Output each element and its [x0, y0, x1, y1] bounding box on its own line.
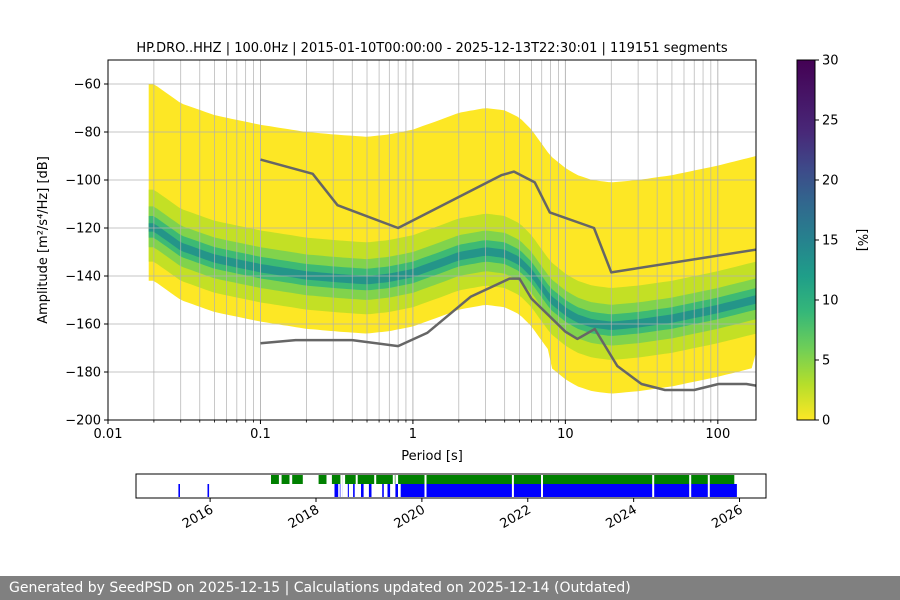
- timeline-gap: [392, 475, 395, 497]
- colorbar-tick-label: 10: [822, 294, 839, 309]
- timeline-green-span: [398, 475, 735, 484]
- timeline-green-span: [331, 475, 343, 484]
- timeline-green-span: [292, 475, 303, 484]
- timeline-gap: [707, 475, 710, 497]
- timeline-gap: [424, 475, 427, 497]
- timeline-gap: [689, 475, 692, 497]
- colorbar-label: [%]: [854, 229, 869, 252]
- timeline-axis: 2016 2018 2020 2022 2024 2026: [180, 498, 746, 532]
- plot-grid: [107, 60, 756, 421]
- colorbar-tick-label: 0: [822, 414, 830, 429]
- timeline-gap: [511, 475, 514, 497]
- timeline-tick-label: 2016: [180, 502, 216, 532]
- noise-models: [260, 158, 756, 392]
- colorbar-tick-label: 5: [822, 354, 830, 369]
- y-tick-label: −180: [65, 366, 101, 381]
- colorbar-ticks: 0 5 10 15 20 25 30: [815, 54, 839, 429]
- timeline-blue-span: [400, 484, 737, 497]
- timeline-gap: [374, 475, 377, 497]
- colorbar-gradient: [796, 59, 816, 421]
- plot-frame: [107, 59, 757, 421]
- psd-plot: 0.01 0.1 1 10 100 −200 −180 −160 −140 −120 −100 −80…: [65, 59, 757, 443]
- y-tick-label: −80: [74, 126, 101, 141]
- timeline-blue-span: [395, 484, 398, 497]
- timeline-green-span: [345, 475, 396, 484]
- timeline-gap: [541, 475, 543, 497]
- x-tick-label: 0.1: [250, 427, 271, 442]
- colorbar-tick-label: 25: [822, 114, 839, 129]
- footer-status: Generated by SeedPSD on 2025-12-15 | Cal…: [0, 576, 900, 600]
- timeline-blue-span: [207, 484, 210, 497]
- timeline-blue-span: [382, 484, 384, 497]
- y-tick-label: −160: [65, 318, 101, 333]
- timeline-blue-span: [347, 484, 349, 497]
- timeline-blue-span: [361, 484, 364, 497]
- colorbar-tick-label: 30: [822, 54, 839, 69]
- colorbar-tick-label: 20: [822, 174, 839, 189]
- y-tick-label: −100: [65, 174, 101, 189]
- timeline-bars: [178, 475, 737, 497]
- y-tick-label: −140: [65, 270, 101, 285]
- timeline-green-span: [281, 475, 290, 484]
- availability-timeline: 2016 2018 2020 2022 2024 2026: [135, 473, 767, 532]
- x-tick-label: 100: [705, 427, 730, 442]
- chart-title: HP.DRO..HHZ | 100.0Hz | 2015-01-10T00:00…: [136, 41, 727, 56]
- colorbar: 0 5 10 15 20 25 30 [%]: [796, 54, 869, 429]
- timeline-gap: [340, 475, 343, 497]
- low-noise-model-line: [260, 277, 756, 392]
- y-tick-label: −200: [65, 414, 101, 429]
- y-tick-label: −60: [74, 78, 101, 93]
- timeline-green-span: [271, 475, 279, 484]
- timeline-tick-label: 2020: [392, 502, 428, 532]
- timeline-green-span: [318, 475, 327, 484]
- timeline-blue-span: [368, 484, 372, 497]
- timeline-tick-label: 2026: [709, 502, 745, 532]
- y-axis-label: Amplitude [m²/s⁴/Hz] [dB]: [36, 156, 51, 324]
- timeline-blue-span: [178, 484, 180, 497]
- x-tick-label: 10: [557, 427, 574, 442]
- timeline-gap: [355, 475, 358, 497]
- y-tick-label: −120: [65, 222, 101, 237]
- timeline-blue-span: [387, 484, 391, 497]
- colorbar-tick-label: 15: [822, 234, 839, 249]
- plot-axes: 0.01 0.1 1 10 100 −200 −180 −160 −140 −120 −100 −80…: [65, 78, 730, 443]
- x-axis-label: Period [s]: [401, 449, 463, 464]
- x-tick-label: 1: [409, 427, 417, 442]
- timeline-tick-label: 2018: [286, 502, 322, 532]
- high-noise-model-line: [260, 158, 756, 274]
- x-tick-label: 0.01: [94, 427, 123, 442]
- timeline-blue-span: [334, 484, 339, 497]
- timeline-tick-label: 2024: [603, 502, 639, 532]
- timeline-gap: [652, 475, 655, 497]
- timeline-blue-span: [353, 484, 355, 497]
- timeline-tick-label: 2022: [498, 502, 534, 532]
